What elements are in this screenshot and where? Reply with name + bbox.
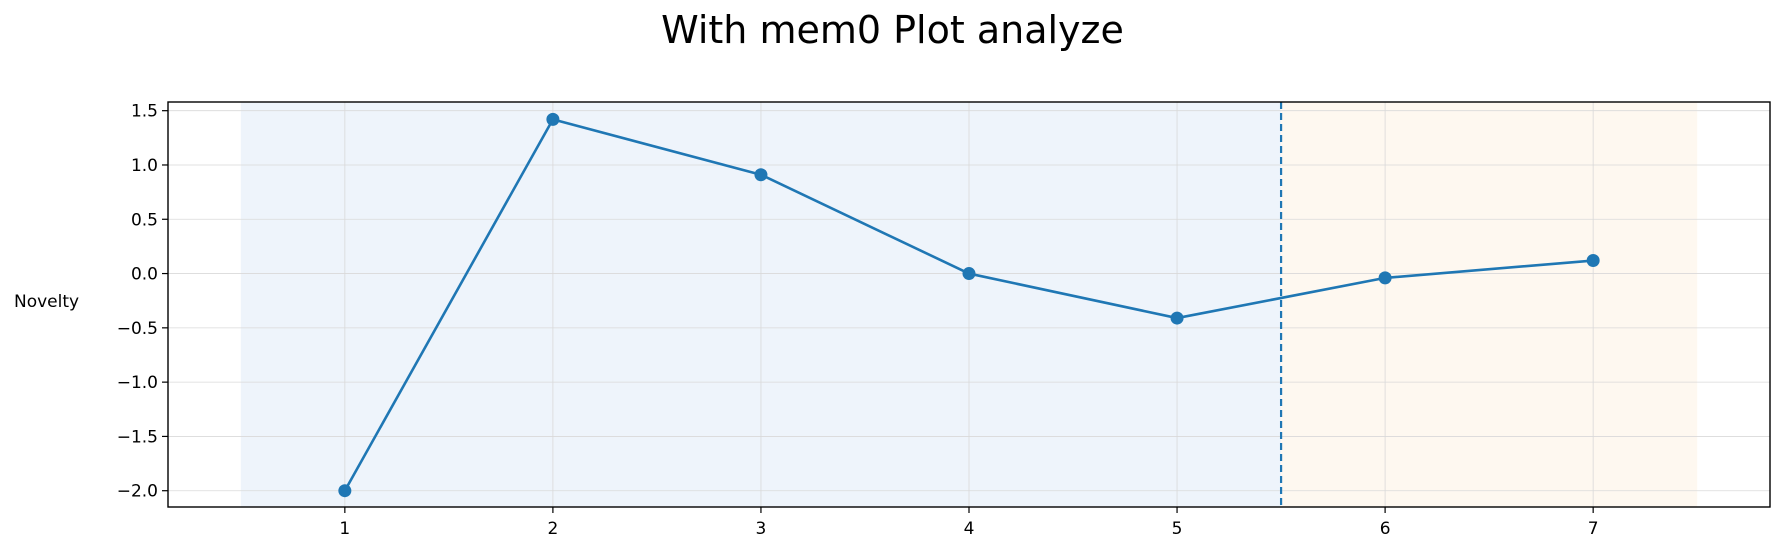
shaded-region-2 <box>1281 102 1698 507</box>
x-axis-ticks: 1 2 3 4 5 6 7 <box>339 507 1599 539</box>
data-point-6 <box>1378 271 1392 285</box>
data-point-2 <box>546 112 560 126</box>
data-point-1 <box>338 484 352 498</box>
chart-title: With mem0 Plot analyze <box>661 8 1124 52</box>
x-tick-label: 7 <box>1588 519 1599 539</box>
x-tick-label: 4 <box>964 519 975 539</box>
y-tick-label: −1.5 <box>117 427 158 447</box>
series-group <box>338 112 1600 498</box>
x-tick-label: 2 <box>547 519 558 539</box>
y-tick-label: −0.5 <box>117 319 158 339</box>
y-tick-label: −2.0 <box>117 482 158 502</box>
y-tick-label: 0.0 <box>131 265 158 285</box>
x-tick-label: 5 <box>1172 519 1183 539</box>
data-point-5 <box>1170 311 1184 325</box>
y-axis-ticks: 1.5 1.0 0.5 0.0 −0.5 −1.0 −1.5 −2.0 <box>117 102 168 502</box>
x-tick-label: 3 <box>756 519 767 539</box>
data-point-7 <box>1586 254 1600 268</box>
x-tick-label: 1 <box>339 519 350 539</box>
y-tick-label: 0.5 <box>131 210 158 230</box>
y-tick-label: 1.0 <box>131 156 158 176</box>
data-point-3 <box>754 168 768 182</box>
y-axis-label: Novelty <box>14 292 80 312</box>
y-tick-label: 1.5 <box>131 102 158 122</box>
data-point-4 <box>962 267 976 281</box>
y-tick-label: −1.0 <box>117 373 158 393</box>
x-tick-label: 6 <box>1380 519 1391 539</box>
